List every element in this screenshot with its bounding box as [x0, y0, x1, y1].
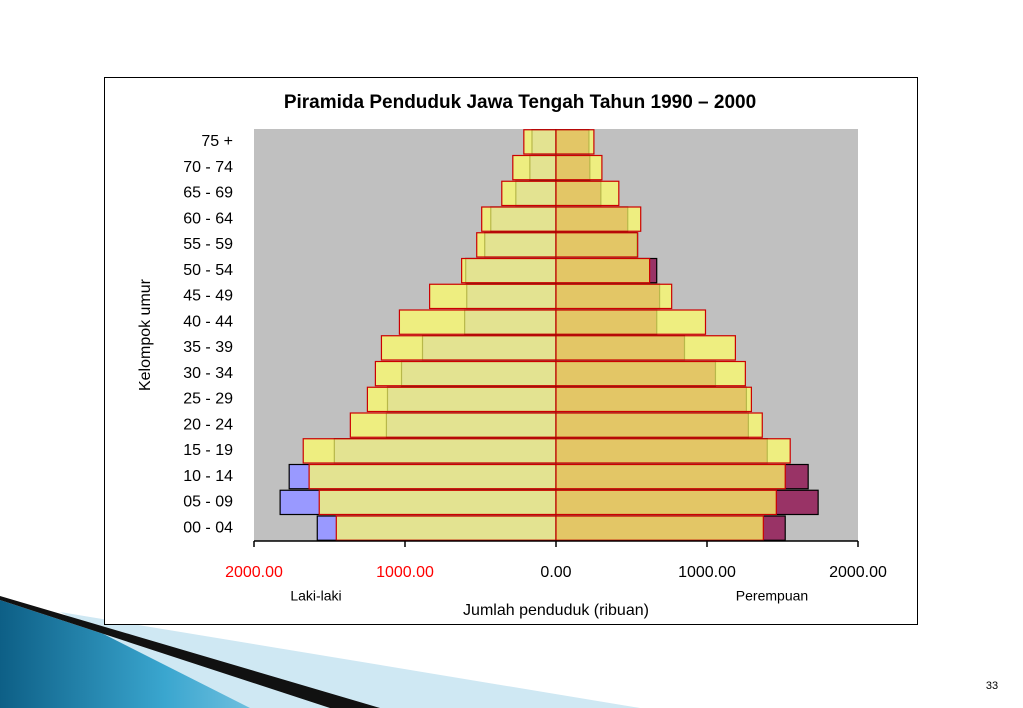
x-tick-label: 1000.00 — [678, 564, 736, 581]
y-tick-label: 35 - 39 — [183, 339, 233, 356]
plot: 00 - 04 05 - 09 10 - 14 15 - 19 20 - 24 25 - … — [183, 129, 887, 581]
y-tick-label: 70 - 74 — [183, 159, 233, 176]
bar — [555, 438, 791, 464]
y-tick-label: 40 - 44 — [183, 313, 233, 330]
bar — [429, 283, 557, 310]
bar — [523, 129, 557, 155]
bar — [555, 180, 620, 207]
bar — [555, 309, 707, 335]
y-tick-label: 10 - 14 — [183, 468, 233, 485]
y-tick-label: 55 - 59 — [183, 236, 233, 253]
bar — [555, 360, 746, 387]
y-tick-label: 05 - 09 — [183, 494, 233, 511]
y-tick-label: 65 - 69 — [183, 185, 233, 202]
bar — [555, 129, 595, 155]
y-tick-label: 30 - 34 — [183, 365, 233, 382]
y-tick-label: 45 - 49 — [183, 288, 233, 305]
bar — [555, 283, 673, 310]
bar — [335, 515, 557, 541]
x-tick-label: 1000.00 — [376, 564, 434, 581]
decor-line — [0, 596, 380, 708]
bar — [302, 438, 557, 464]
y-axis-label: Kelompok umur — [137, 278, 154, 391]
slide-number: 33 — [986, 680, 998, 692]
chart-title: Piramida Penduduk Jawa Tengah Tahun 1990… — [284, 92, 756, 113]
bar — [555, 257, 651, 284]
bar — [398, 309, 557, 335]
y-tick-label: 75 + — [201, 133, 233, 150]
bar — [555, 206, 642, 232]
bar — [555, 515, 764, 541]
right-side-label: Perempuan — [736, 588, 808, 604]
x-tick-label: 2000.00 — [829, 564, 887, 581]
bar — [374, 360, 557, 387]
bar — [555, 386, 752, 413]
x-tick-label: 0.00 — [540, 564, 571, 581]
decor-wedge-light — [60, 612, 640, 708]
y-tick-label: 20 - 24 — [183, 416, 233, 433]
bar — [380, 335, 557, 361]
bar — [555, 232, 639, 258]
bar — [366, 386, 557, 413]
bar — [555, 463, 786, 490]
bar — [349, 412, 557, 438]
left-side-label: Laki-laki — [290, 588, 341, 604]
y-tick-label: 50 - 54 — [183, 262, 233, 279]
x-axis-label: Jumlah penduduk (ribuan) — [463, 602, 649, 619]
bar — [555, 489, 777, 516]
bar — [461, 257, 557, 284]
bar — [308, 463, 557, 490]
y-tick-label: 25 - 29 — [183, 391, 233, 408]
bar — [555, 335, 736, 361]
y-tick-label: 60 - 64 — [183, 210, 233, 227]
bar — [555, 154, 603, 181]
bar — [555, 412, 763, 438]
y-tick-label: 00 - 04 — [183, 519, 233, 536]
bar — [501, 180, 557, 207]
bar — [476, 232, 557, 258]
bar — [512, 154, 557, 181]
bar — [481, 206, 557, 232]
x-tick-label: 2000.00 — [225, 564, 283, 581]
y-tick-label: 15 - 19 — [183, 442, 233, 459]
bar — [318, 489, 557, 516]
